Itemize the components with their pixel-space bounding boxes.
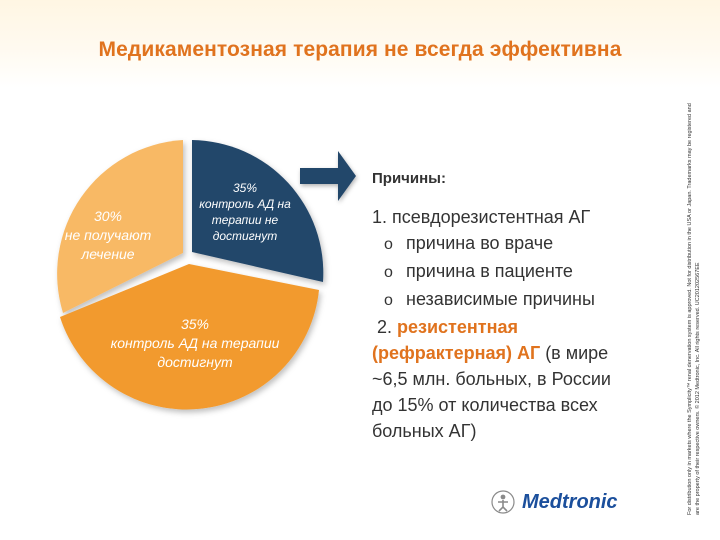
reason-2-line: (рефрактерная) АГ (в мире [372, 340, 698, 366]
medtronic-logo: Medtronic [490, 485, 672, 519]
reason-2-number: 2. [377, 317, 393, 337]
pie-text: не получают лечение [64, 227, 152, 262]
slide-title: Медикаментозная терапия не всегда эффект… [98, 38, 622, 61]
reason-2-line: ~6,5 млн. больных, в России [372, 369, 611, 389]
sub-reason-text: независимые причины [406, 289, 595, 309]
pie-segment-controlled [60, 264, 319, 410]
title-band [0, 0, 720, 88]
reasons-block: Причины: 1. псевдорезистентная АГ o причи… [372, 170, 698, 444]
reason-1: 1. псевдорезистентная АГ [372, 207, 591, 227]
reason-2-highlight: (рефрактерная) АГ [372, 343, 541, 363]
pie-percent: 35% [232, 181, 258, 195]
pie-label-not-treated: 30% не получают лечение [60, 207, 156, 264]
bullet-icon: o [384, 292, 393, 309]
pie-segment-not-treated [57, 140, 183, 313]
reason-2-line: больных АГ) [372, 421, 477, 441]
medtronic-wordmark: Medtronic [522, 490, 618, 513]
arrow-pointer [300, 151, 356, 201]
reason-2-line: до 15% от количества всех [372, 395, 598, 415]
sub-reason: o независимые причины [372, 286, 698, 314]
pie-label-controlled: 35% контроль АД на терапии достигнут [110, 315, 280, 372]
pie-text: контроль АД на терапии достигнут [110, 335, 280, 370]
pie-percent: 30% [93, 208, 123, 224]
sub-reason-text: причина в пациенте [406, 261, 573, 281]
reason-2-text: (в мире [545, 343, 609, 363]
reason-2: 2. резистентная [372, 314, 698, 340]
pie-text: контроль АД на терапии не достигнут [199, 197, 291, 243]
sub-reason: o причина в пациенте [372, 258, 698, 286]
reason-2-highlight: резистентная [397, 317, 518, 337]
legal-disclaimer: For distribution only in markets where t… [687, 103, 701, 515]
reasons-title: Причины: [372, 170, 446, 187]
bullet-icon: o [384, 264, 393, 281]
sub-reason: o причина во враче [372, 230, 698, 258]
medtronic-logo-icon [491, 490, 515, 514]
sub-reason-text: причина во враче [406, 233, 554, 253]
pie-percent: 35% [180, 316, 210, 332]
pie-label-not-controlled: 35% контроль АД на терапии не достигнут [196, 180, 294, 244]
pie-segment-not-controlled [192, 140, 324, 282]
bullet-icon: o [384, 236, 393, 253]
